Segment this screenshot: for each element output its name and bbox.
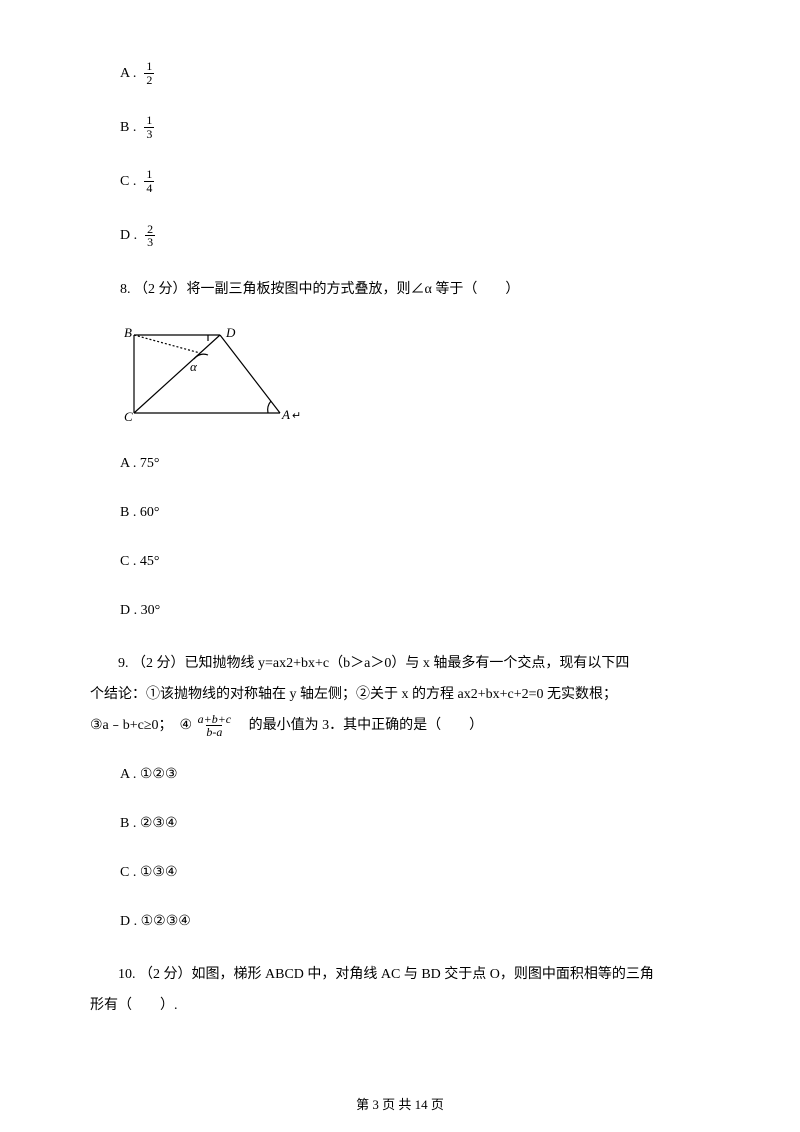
cursor-mark: ↵ [292, 410, 300, 422]
option-d[interactable]: D . 2 3 [120, 223, 710, 249]
option-label: D . [120, 225, 137, 246]
option-c[interactable]: C . 1 4 [120, 168, 710, 194]
q8-option-c[interactable]: C . 45° [120, 551, 710, 572]
option-text: D . ①②③④ [120, 911, 191, 932]
q10-line1: 10. （2 分）如图，梯形 ABCD 中，对角线 AC 与 BD 交于点 O，… [118, 967, 654, 982]
page-number: 第 3 页 共 14 页 [356, 1097, 444, 1112]
q8-option-a[interactable]: A . 75° [120, 453, 710, 474]
point-a-label: A [281, 407, 290, 422]
question-10: 10. （2 分）如图，梯形 ABCD 中，对角线 AC 与 BD 交于点 O，… [90, 960, 710, 1022]
option-b[interactable]: B . 1 3 [120, 114, 710, 140]
option-a[interactable]: A . 1 2 [120, 60, 710, 86]
fraction: 1 3 [144, 114, 154, 140]
q9-option-d[interactable]: D . ①②③④ [120, 911, 710, 932]
q10-line2: 形有（ ）. [90, 998, 178, 1013]
q8-option-b[interactable]: B . 60° [120, 502, 710, 523]
option-text: B . ②③④ [120, 813, 178, 834]
fraction: 1 2 [144, 60, 154, 86]
q8-option-d[interactable]: D . 30° [120, 600, 710, 621]
option-text: D . 30° [120, 600, 160, 621]
q9-line2: 个结论：①该抛物线的对称轴在 y 轴左侧；②关于 x 的方程 ax2+bx+c+… [90, 687, 617, 702]
point-c-label: C [124, 409, 133, 424]
fraction: 1 4 [144, 168, 154, 194]
question-9: 9. （2 分）已知抛物线 y=ax2+bx+c（b＞a＞0）与 x 轴最多有一… [90, 649, 710, 741]
q9-option-a[interactable]: A . ①②③ [120, 764, 710, 785]
option-text: A . ①②③ [120, 764, 178, 785]
q9-fraction: a+b+c b-a [196, 713, 232, 739]
option-label: C . [120, 171, 136, 192]
fraction: 2 3 [145, 223, 155, 249]
q8-diagram: B D C A α ↵ [120, 325, 710, 425]
option-text: A . 75° [120, 453, 159, 474]
q9-line3a: ③a﹣b+c≥0； ④ [90, 718, 192, 733]
q9-option-c[interactable]: C . ①③④ [120, 862, 710, 883]
q9-option-b[interactable]: B . ②③④ [120, 813, 710, 834]
q9-line3b: 的最小值为 3．其中正确的是（ ） [235, 718, 484, 733]
point-d-label: D [225, 325, 236, 340]
option-label: B . [120, 117, 136, 138]
alpha-label: α [190, 359, 198, 374]
point-b-label: B [124, 325, 132, 340]
option-label: A . [120, 63, 136, 84]
option-text: B . 60° [120, 502, 159, 523]
question-8: 8. （2 分）将一副三角板按图中的方式叠放，则∠α 等于（ ） [120, 277, 710, 304]
option-text: C . 45° [120, 551, 159, 572]
q9-line1: 9. （2 分）已知抛物线 y=ax2+bx+c（b＞a＞0）与 x 轴最多有一… [118, 656, 629, 671]
option-text: C . ①③④ [120, 862, 178, 883]
question-text: 8. （2 分）将一副三角板按图中的方式叠放，则∠α 等于（ ） [120, 282, 519, 297]
page-footer: 第 3 页 共 14 页 [0, 1095, 800, 1115]
triangle-diagram: B D C A α ↵ [120, 325, 300, 425]
